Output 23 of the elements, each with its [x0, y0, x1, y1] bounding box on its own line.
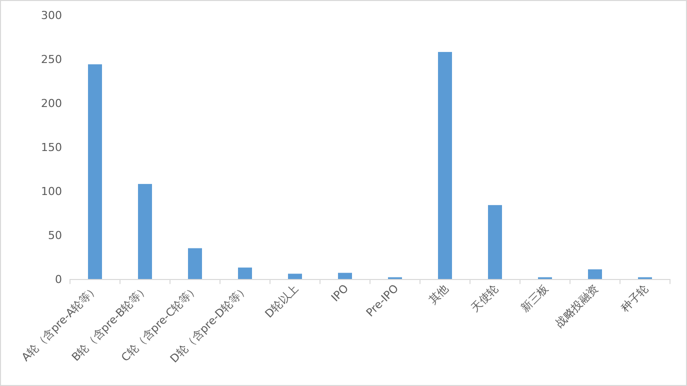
bar	[588, 269, 602, 279]
x-tick-label: 战略投融资	[553, 282, 602, 330]
bar	[138, 184, 152, 279]
bar	[338, 272, 352, 279]
bar	[288, 274, 302, 279]
x-tick-label: IPO	[328, 282, 352, 304]
y-tick-label: 50	[48, 229, 62, 242]
y-tick-label: 0	[55, 273, 62, 286]
y-tick-label: 150	[41, 141, 62, 154]
y-tick-label: 250	[41, 53, 62, 66]
bar	[88, 64, 102, 279]
y-tick-label: 100	[41, 185, 62, 198]
x-tick-label: D轮以上	[262, 282, 302, 320]
x-tick-label: 新三板	[518, 282, 552, 314]
x-tick-label: 种子轮	[618, 282, 652, 314]
x-tick-label: 其他	[426, 282, 452, 307]
y-tick-label: 300	[41, 9, 62, 22]
y-tick-label: 200	[41, 97, 62, 110]
bar	[438, 52, 452, 279]
bar	[488, 205, 502, 279]
bar	[188, 248, 202, 279]
x-tick-label: 天使轮	[468, 282, 502, 314]
bar	[238, 268, 252, 279]
